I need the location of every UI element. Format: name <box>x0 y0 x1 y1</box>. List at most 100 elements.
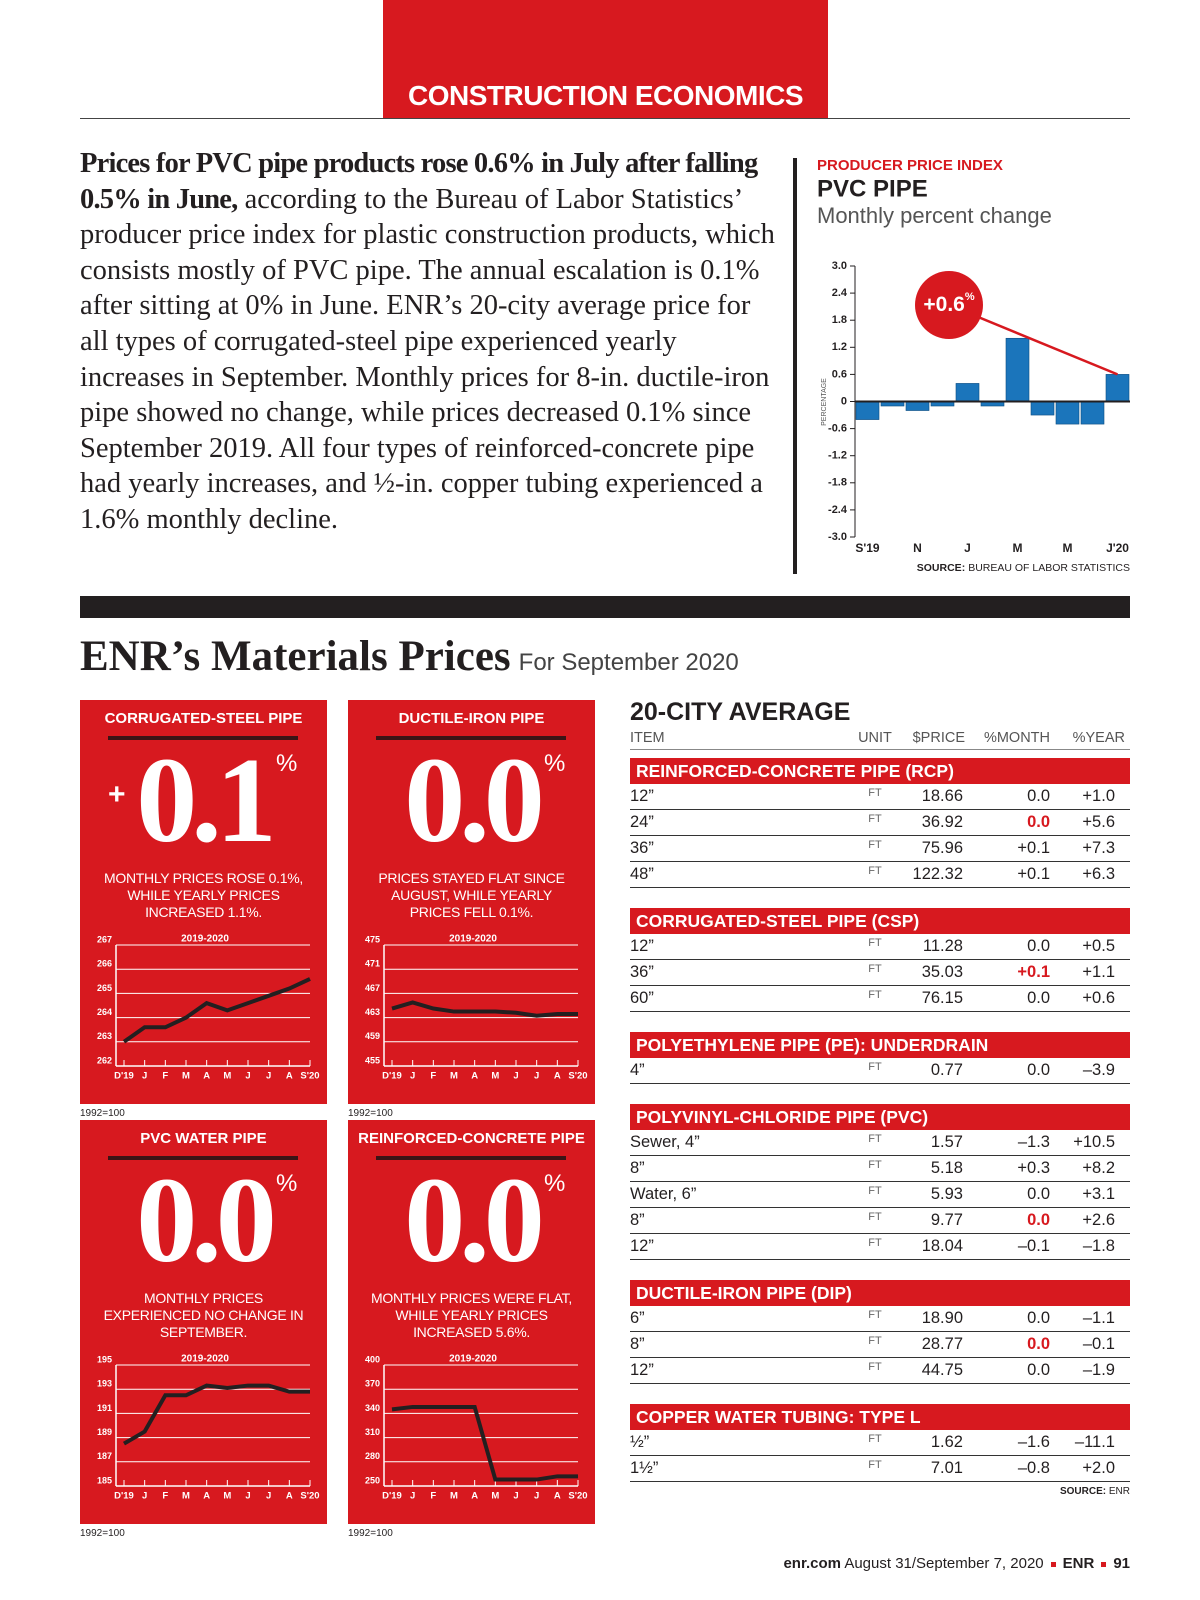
unit: FT <box>868 1185 882 1197</box>
unit: FT <box>868 865 882 877</box>
annotation-badge <box>915 271 983 339</box>
bar <box>905 401 930 411</box>
bullet <box>1050 1561 1056 1567</box>
table-row: 8” FT 5.18 +0.3 +8.2 <box>630 1156 1130 1182</box>
item: 24” <box>630 813 654 831</box>
year-change: +1.0 <box>1082 787 1115 805</box>
y-tick-label: 471 <box>365 959 380 969</box>
unit: FT <box>868 963 882 975</box>
price: 28.77 <box>921 1335 963 1353</box>
month-change: +0.1 <box>1017 963 1050 981</box>
card-text: MONTHLY PRICES EXPERIENCED NO CHANGE IN … <box>103 1290 304 1340</box>
x-tick-label: M <box>182 1071 190 1082</box>
column-header: %MONTH <box>983 730 1050 746</box>
x-tick-label: S'20 <box>568 1491 587 1502</box>
x-tick-label: D'19 <box>382 1071 402 1082</box>
y-tick-label: 250 <box>365 1475 380 1485</box>
price: 18.66 <box>921 787 963 805</box>
year-change: +2.0 <box>1082 1459 1115 1477</box>
x-tick-label: J <box>245 1071 250 1082</box>
chart-title: 2019-2020 <box>181 1354 229 1365</box>
y-tick-label: 310 <box>365 1427 380 1437</box>
unit: FT <box>868 839 882 851</box>
table-row: ½” FT 1.62 –1.6 –11.1 <box>630 1430 1130 1456</box>
table-row: 36” FT 35.03 +0.1 +1.1 <box>630 960 1130 986</box>
x-tick-label: A <box>286 1071 293 1082</box>
y-tick-label: 467 <box>365 983 380 993</box>
month-change: 0.0 <box>1027 1185 1050 1203</box>
source: BUREAU OF LABOR STATISTICS <box>968 562 1130 574</box>
x-tick-label: J <box>142 1491 147 1502</box>
price: 122.32 <box>912 865 963 883</box>
item: 60” <box>630 989 654 1007</box>
price: 1.62 <box>930 1433 963 1451</box>
unit: FT <box>868 1335 882 1347</box>
column-header: $PRICE <box>912 730 965 746</box>
price: 1.57 <box>930 1133 963 1151</box>
month-change: 0.0 <box>1027 989 1050 1007</box>
chart-title: 2019-2020 <box>181 934 229 945</box>
card-title: PVC WATER PIPE <box>140 1130 267 1147</box>
x-tick-label: F <box>430 1491 436 1502</box>
y-tick-label: 264 <box>97 1007 112 1017</box>
x-tick-label: M <box>223 1491 231 1502</box>
x-tick-label: A <box>554 1071 561 1082</box>
year-change: –3.9 <box>1082 1061 1115 1079</box>
unit: FT <box>868 813 882 825</box>
table-source: SOURCE: ENR <box>630 1486 1130 1497</box>
price: 75.96 <box>921 839 963 857</box>
unit: FT <box>868 1361 882 1373</box>
price-line <box>122 977 311 1044</box>
intro: Prices for PVC pipe products rose 0.6% i… <box>80 146 780 538</box>
month-change: –0.8 <box>1017 1459 1050 1477</box>
month-change: +0.1 <box>1017 865 1050 883</box>
x-tick-label: F <box>162 1491 168 1502</box>
card-unit: % <box>276 1170 298 1197</box>
section-header: REINFORCED-CONCRETE PIPE (RCP) <box>630 758 1130 784</box>
x-tick-label: J <box>142 1071 147 1082</box>
column-header: UNIT <box>858 730 892 746</box>
unit: FT <box>868 1061 882 1073</box>
card-rule <box>108 1156 298 1160</box>
table-row: 8” FT 28.77 0.0 –0.1 <box>630 1332 1130 1358</box>
card-unit: % <box>544 1170 566 1197</box>
section-header: COPPER WATER TUBING: TYPE L <box>630 1404 1130 1430</box>
price: 18.04 <box>921 1237 963 1255</box>
x-tick-label: D'19 <box>114 1071 134 1082</box>
base-note: 1992=100 <box>80 1528 125 1539</box>
card-text: PRICES STAYED FLAT SINCE AUGUST, WHILE Y… <box>378 870 565 920</box>
table-row: 12” FT 18.66 0.0 +1.0 <box>630 784 1130 810</box>
item: 12” <box>630 937 654 955</box>
year-change: –1.1 <box>1082 1309 1115 1327</box>
item: 8” <box>630 1211 645 1229</box>
month-change: –1.3 <box>1017 1133 1050 1151</box>
price: 7.01 <box>930 1459 963 1477</box>
x-tick-label: M <box>182 1491 190 1502</box>
y-tick-label: 280 <box>365 1451 380 1461</box>
x-tick-label: J <box>513 1491 518 1502</box>
y-tick-label: 340 <box>365 1403 380 1413</box>
chart-kicker: PRODUCER PRICE INDEX <box>817 157 1003 174</box>
y-tick-label: 400 <box>365 1354 380 1364</box>
item: 36” <box>630 963 654 981</box>
x-tick-label: F <box>162 1071 168 1082</box>
unit: FT <box>868 1309 882 1321</box>
price-table: 20-CITY AVERAGE ITEM UNIT $PRICE %MONTH %YEA… <box>630 697 1130 1497</box>
year-change: +0.6 <box>1082 989 1115 1007</box>
section-header: POLYETHYLENE PIPE (PE): UNDERDRAIN <box>630 1032 1130 1058</box>
month-change: 0.0 <box>1027 1309 1050 1327</box>
bar <box>1080 401 1105 425</box>
y-tick-label: -3.0 <box>828 531 847 543</box>
card-figure: 0.0 <box>404 1153 545 1288</box>
unit: FT <box>868 1211 882 1223</box>
y-tick-label: 187 <box>97 1451 112 1461</box>
item: 36” <box>630 839 654 857</box>
x-tick-label: S'20 <box>300 1071 319 1082</box>
price: 11.28 <box>922 937 963 955</box>
y-tick-label: 3.0 <box>832 260 847 272</box>
base-note: 1992=100 <box>348 1528 393 1539</box>
price-line <box>391 1404 578 1482</box>
